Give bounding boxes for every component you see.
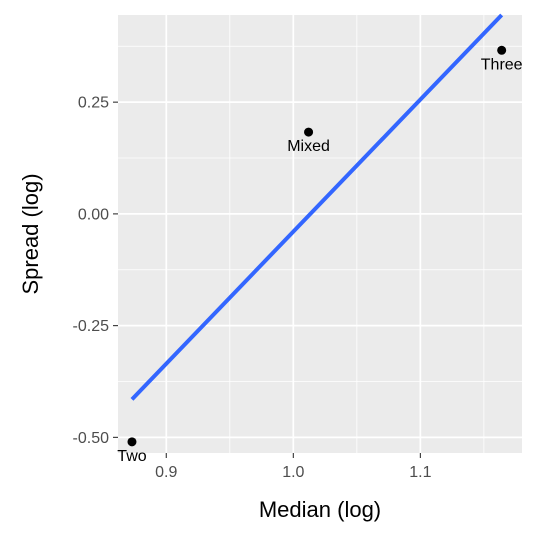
x-tick-label: 1.0 [282,464,304,481]
data-point [304,127,314,137]
x-axis-ticks: 0.9 1.0 1.1 [155,453,432,481]
fit-line-group [130,13,504,401]
y-tick-label: 0.00 [78,206,109,223]
x-axis-title: Median (log) [259,497,381,522]
y-tick-label: -0.25 [73,318,110,335]
x-tick-label: 1.1 [409,464,431,481]
data-point-label: Two [117,448,146,465]
x-tick-label: 0.9 [155,464,177,481]
fit-line [130,13,504,401]
grid-minor [118,15,522,453]
plot-panel [118,15,522,453]
y-axis-ticks: -0.50 -0.25 0.00 0.25 [73,95,118,447]
data-point-label: Mixed [287,138,330,155]
points-group: Two Mixed Three [117,45,523,465]
y-tick-label: -0.50 [73,430,110,447]
data-point [127,437,137,447]
y-axis-title: Spread (log) [18,173,43,294]
y-tick-label: 0.25 [78,95,109,112]
data-point [497,45,507,55]
data-point-label: Three [481,56,523,73]
